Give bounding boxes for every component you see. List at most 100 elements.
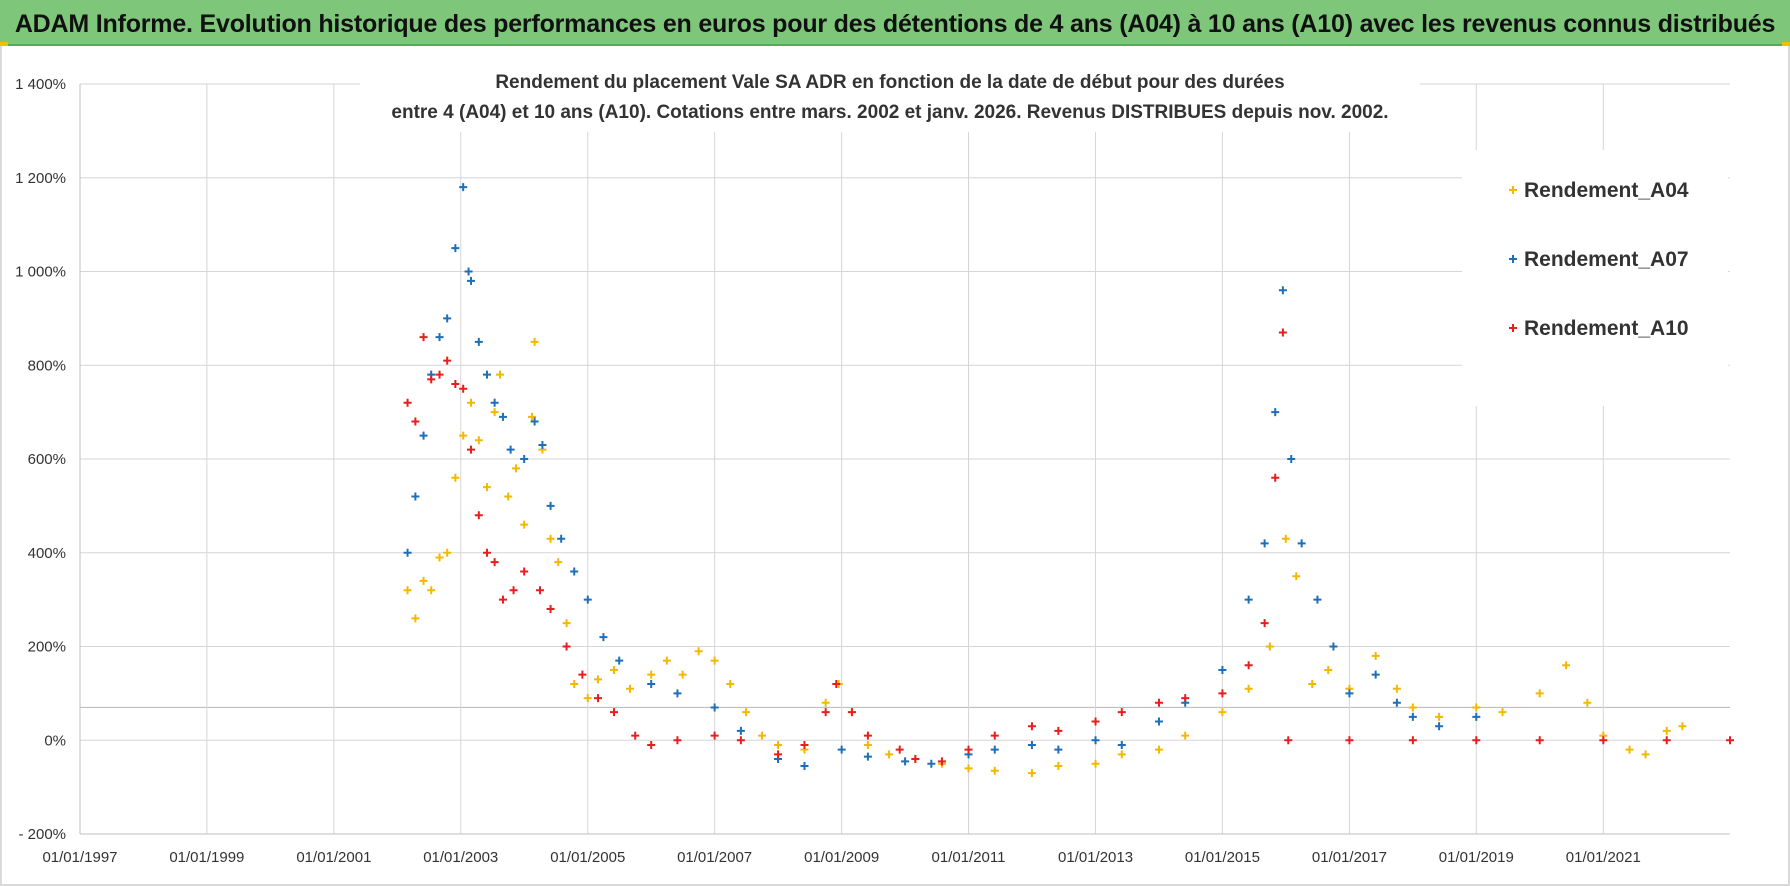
data-point [583,694,592,703]
data-point [1181,731,1190,740]
data-point [678,670,687,679]
data-point [594,694,603,703]
data-point [498,412,507,421]
data-point [1308,680,1317,688]
data-point [1260,539,1269,548]
series-Rendement_A07 [403,183,1481,771]
data-point [610,708,619,717]
data-point [490,408,499,417]
data-point [557,534,566,543]
data-point [1583,698,1592,707]
data-point [443,314,452,323]
data-point [710,703,719,712]
data-point [821,698,830,707]
data-point [1154,745,1163,754]
data-point [466,276,475,285]
series-Rendement_A04 [403,337,1687,778]
legend-item-Rendement_A04: Rendement_A04 [1509,179,1689,202]
y-tick-label: 1 200% [15,170,66,187]
data-point [482,483,491,492]
data-point [1117,708,1126,717]
data-point [496,370,505,379]
data-point [443,548,452,557]
data-point [1562,661,1571,670]
data-point [512,464,521,473]
data-point [610,665,619,674]
data-point [1154,698,1163,707]
data-point [509,586,518,595]
data-point [726,680,735,688]
data-point [1271,473,1280,482]
data-point [1027,769,1036,778]
data-point [1297,539,1306,548]
y-tick-label: 1 000% [15,264,66,281]
data-point [1284,736,1293,745]
data-point [736,736,745,745]
data-point [1091,736,1100,745]
data-point [506,445,515,454]
data-point [927,759,936,768]
legend-background [1462,150,1728,406]
data-point [1278,328,1287,337]
y-tick-label: 800% [28,357,66,374]
data-point [615,656,624,665]
data-point [1472,712,1481,721]
legend-item-Rendement_A07: Rendement_A07 [1509,248,1689,271]
y-tick-label: 400% [28,545,66,562]
data-point [1324,665,1333,674]
data-point [427,375,436,384]
data-point [530,417,539,426]
data-point [562,642,571,651]
data-point [1265,642,1274,651]
legend-label: Rendement_A07 [1524,248,1689,271]
data-point [538,440,547,449]
data-point [1371,651,1380,660]
data-point [1472,703,1481,712]
x-tick-label: 01/01/1997 [42,849,117,866]
data-point [647,670,656,679]
data-point [673,689,682,698]
data-point [1281,534,1290,543]
data-point [937,757,946,766]
data-point [546,501,555,510]
data-point [821,708,830,717]
data-point [474,436,483,445]
data-point [1599,736,1608,745]
data-point [1408,703,1417,712]
y-tick-label: 0% [44,732,66,749]
data-point [583,595,592,604]
data-point [520,567,529,576]
data-point [673,736,682,745]
data-point [1662,726,1671,735]
x-tick-label: 01/01/2009 [804,849,879,866]
data-point [710,731,719,740]
data-point [443,356,452,365]
data-point [570,680,579,688]
data-point [800,740,809,749]
legend-marker [1509,324,1517,332]
x-tick-label: 01/01/2011 [932,849,1006,866]
data-point [1498,708,1507,717]
data-point [419,333,428,342]
data-point [474,337,483,346]
scatter-chart: - 200% 0% 200% 400% 600% 800% 1 000% 1 200% 1 40… [15,60,1734,866]
data-point [1392,698,1401,707]
data-point [490,558,499,567]
data-point [1535,736,1544,745]
data-point [570,567,579,576]
legend-item-Rendement_A10: Rendement_A10 [1509,317,1689,340]
data-point [911,755,920,763]
data-point [490,398,499,407]
data-point [1218,665,1227,674]
data-point [1435,722,1444,731]
x-tick-label: 01/01/1999 [169,849,244,866]
x-tick-label: 01/01/2013 [1058,849,1133,866]
chart-axes: - 200% 0% 200% 400% 600% 800% 1 000% 1 200% 1 40… [15,76,1730,866]
data-point [482,370,491,379]
data-point [1091,759,1100,768]
data-point [1292,572,1301,581]
data-point [419,576,428,585]
data-point [464,267,473,276]
data-point [758,731,767,740]
